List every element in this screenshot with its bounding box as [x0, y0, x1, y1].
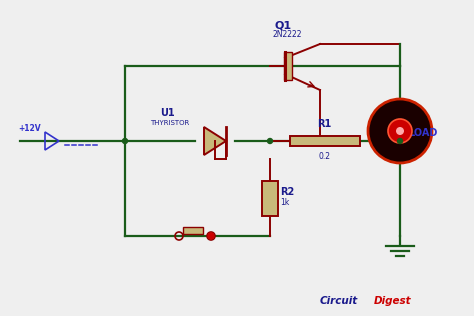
Circle shape [388, 119, 412, 143]
Text: Q1: Q1 [275, 20, 292, 30]
Circle shape [368, 99, 432, 163]
Text: THYRISTOR: THYRISTOR [150, 120, 189, 126]
Text: R2: R2 [280, 187, 294, 197]
Bar [284, 52, 292, 80]
Text: 1k: 1k [280, 198, 289, 207]
Circle shape [208, 233, 214, 239]
Bar [262, 181, 278, 216]
Text: 0.2: 0.2 [319, 152, 331, 161]
Circle shape [267, 138, 273, 143]
Circle shape [122, 138, 128, 143]
Text: R1: R1 [317, 119, 331, 129]
Text: +12V: +12V [18, 124, 41, 133]
Bar [183, 227, 203, 234]
Text: 2N2222: 2N2222 [273, 30, 302, 39]
Circle shape [398, 138, 402, 143]
Text: LOAD: LOAD [408, 128, 438, 138]
Circle shape [396, 127, 404, 135]
Bar [290, 136, 360, 146]
Polygon shape [204, 127, 226, 155]
Text: Digest: Digest [374, 296, 411, 306]
Text: U1: U1 [160, 108, 174, 118]
Text: Circuit: Circuit [320, 296, 358, 306]
